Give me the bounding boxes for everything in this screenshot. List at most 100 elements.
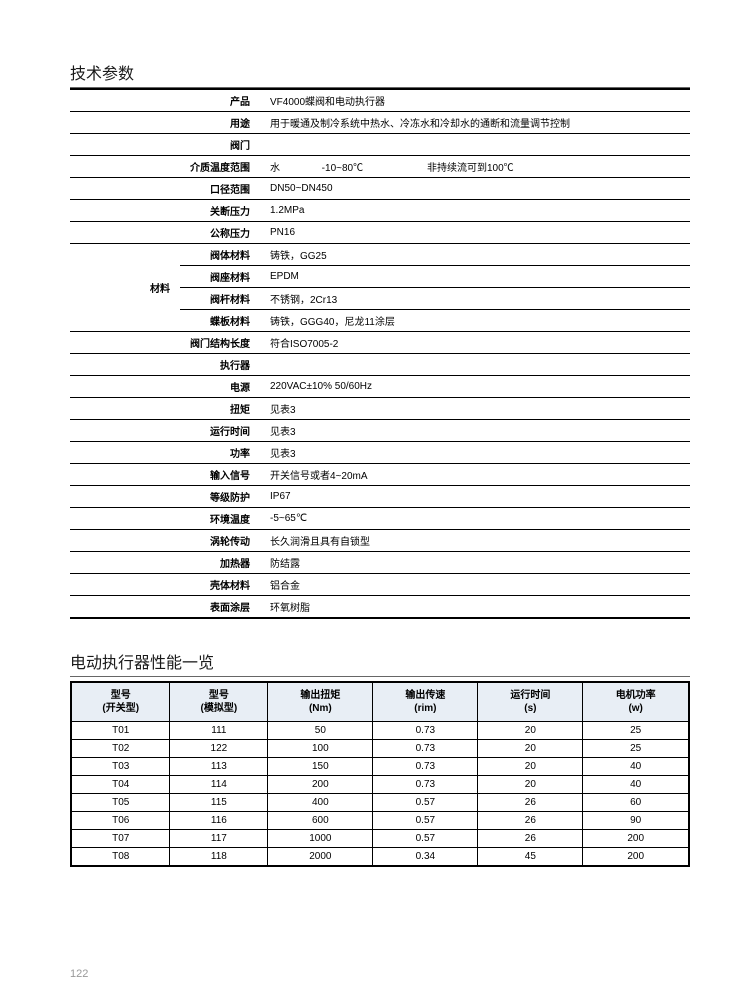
- spec-label: 介质温度范围: [70, 156, 260, 178]
- spec-value: [260, 134, 690, 156]
- spec-label: 壳体材料: [70, 574, 260, 596]
- perf-cell: T07: [71, 830, 170, 848]
- spec-label: 公称压力: [70, 222, 260, 244]
- perf-cell: 117: [170, 830, 268, 848]
- spec-label: 等级防护: [70, 486, 260, 508]
- spec-value: 防结露: [260, 552, 690, 574]
- perf-cell: 0.73: [373, 758, 478, 776]
- perf-cell: T06: [71, 812, 170, 830]
- section2-title: 电动执行器性能一览: [70, 649, 690, 677]
- spec-label: 涡轮传动: [70, 530, 260, 552]
- perf-cell: 0.57: [373, 812, 478, 830]
- perf-cell: 0.73: [373, 722, 478, 740]
- perf-cell: T03: [71, 758, 170, 776]
- perf-cell: 20: [478, 740, 583, 758]
- perf-cell: 40: [583, 776, 689, 794]
- spec-value: PN16: [260, 222, 690, 244]
- table-row: T051154000.572660: [71, 794, 689, 812]
- spec-value: 环氧树脂: [260, 596, 690, 619]
- spec-value: 铸铁，GG25: [260, 244, 690, 266]
- perf-cell: 400: [268, 794, 373, 812]
- perf-cell: 26: [478, 794, 583, 812]
- perf-cell: 20: [478, 722, 583, 740]
- perf-cell: 114: [170, 776, 268, 794]
- perf-cell: 26: [478, 812, 583, 830]
- perf-cell: 0.57: [373, 830, 478, 848]
- spec-group-label: 材料: [70, 244, 180, 332]
- spec-value: 用于暖通及制冷系统中热水、冷冻水和冷却水的通断和流量调节控制: [260, 112, 690, 134]
- perf-cell: 20: [478, 758, 583, 776]
- perf-cell: 200: [583, 830, 689, 848]
- spec-value: 不锈钢，2Cr13: [260, 288, 690, 310]
- perf-cell: 600: [268, 812, 373, 830]
- perf-cell: 113: [170, 758, 268, 776]
- spec-sublabel: 蝶板材料: [180, 310, 260, 332]
- perf-cell: 0.73: [373, 740, 478, 758]
- table-row: T0811820000.3445200: [71, 848, 689, 867]
- spec-value: 水 -10~80℃ 非持续流可到100℃: [260, 156, 690, 178]
- spec-sublabel: 阀杆材料: [180, 288, 260, 310]
- spec-value: 铝合金: [260, 574, 690, 596]
- perf-col-header: 电机功率(w): [583, 682, 689, 722]
- section1-title: 技术参数: [70, 60, 690, 88]
- perf-cell: T02: [71, 740, 170, 758]
- spec-value: [260, 354, 690, 376]
- perf-cell: T04: [71, 776, 170, 794]
- spec-value: 开关信号或者4~20mA: [260, 464, 690, 486]
- perf-cell: 60: [583, 794, 689, 812]
- spec-label: 阀门结构长度: [70, 332, 260, 354]
- spec-label: 输入信号: [70, 464, 260, 486]
- spec-label: 产品: [70, 89, 260, 112]
- table-row: T061166000.572690: [71, 812, 689, 830]
- perf-cell: 200: [583, 848, 689, 867]
- spec-value: 220VAC±10% 50/60Hz: [260, 376, 690, 398]
- spec-label: 表面涂层: [70, 596, 260, 619]
- spec-label: 口径范围: [70, 178, 260, 200]
- spec-value: -5~65℃: [260, 508, 690, 530]
- perf-col-header: 输出传速(rim): [373, 682, 478, 722]
- perf-col-header: 运行时间(s): [478, 682, 583, 722]
- perf-table: 型号(开关型)型号(模拟型)输出扭矩(Nm)输出传速(rim)运行时间(s)电机…: [70, 681, 690, 867]
- spec-label: 加热器: [70, 552, 260, 574]
- page-number: 122: [70, 968, 88, 980]
- table-row: T031131500.732040: [71, 758, 689, 776]
- perf-cell: 50: [268, 722, 373, 740]
- perf-col-header: 输出扭矩(Nm): [268, 682, 373, 722]
- spec-value: 1.2MPa: [260, 200, 690, 222]
- perf-cell: T01: [71, 722, 170, 740]
- table-row: T021221000.732025: [71, 740, 689, 758]
- spec-label: 用途: [70, 112, 260, 134]
- spec-label: 扭矩: [70, 398, 260, 420]
- perf-col-header: 型号(模拟型): [170, 682, 268, 722]
- spec-value: IP67: [260, 486, 690, 508]
- perf-cell: 0.73: [373, 776, 478, 794]
- perf-cell: 122: [170, 740, 268, 758]
- perf-cell: 111: [170, 722, 268, 740]
- table-row: T01111500.732025: [71, 722, 689, 740]
- perf-cell: 150: [268, 758, 373, 776]
- perf-cell: 2000: [268, 848, 373, 867]
- perf-cell: 116: [170, 812, 268, 830]
- spec-value: 见表3: [260, 398, 690, 420]
- perf-cell: 25: [583, 740, 689, 758]
- perf-col-header: 型号(开关型): [71, 682, 170, 722]
- spec-value: 见表3: [260, 442, 690, 464]
- perf-cell: 115: [170, 794, 268, 812]
- spec-value: 铸铁，GGG40，尼龙11涂层: [260, 310, 690, 332]
- spec-value: VF4000蝶阀和电动执行器: [260, 89, 690, 112]
- spec-value: 长久润滑且具有自锁型: [260, 530, 690, 552]
- perf-cell: 20: [478, 776, 583, 794]
- spec-value: EPDM: [260, 266, 690, 288]
- perf-cell: 200: [268, 776, 373, 794]
- table-row: T041142000.732040: [71, 776, 689, 794]
- spec-value: DN50~DN450: [260, 178, 690, 200]
- spec-value: 符合ISO7005-2: [260, 332, 690, 354]
- spec-label: 功率: [70, 442, 260, 464]
- spec-label: 执行器: [70, 354, 260, 376]
- perf-cell: 118: [170, 848, 268, 867]
- spec-label: 关断压力: [70, 200, 260, 222]
- perf-cell: 45: [478, 848, 583, 867]
- spec-label: 电源: [70, 376, 260, 398]
- spec-table: 产品VF4000蝶阀和电动执行器用途用于暖通及制冷系统中热水、冷冻水和冷却水的通…: [70, 88, 690, 619]
- spec-label: 环境温度: [70, 508, 260, 530]
